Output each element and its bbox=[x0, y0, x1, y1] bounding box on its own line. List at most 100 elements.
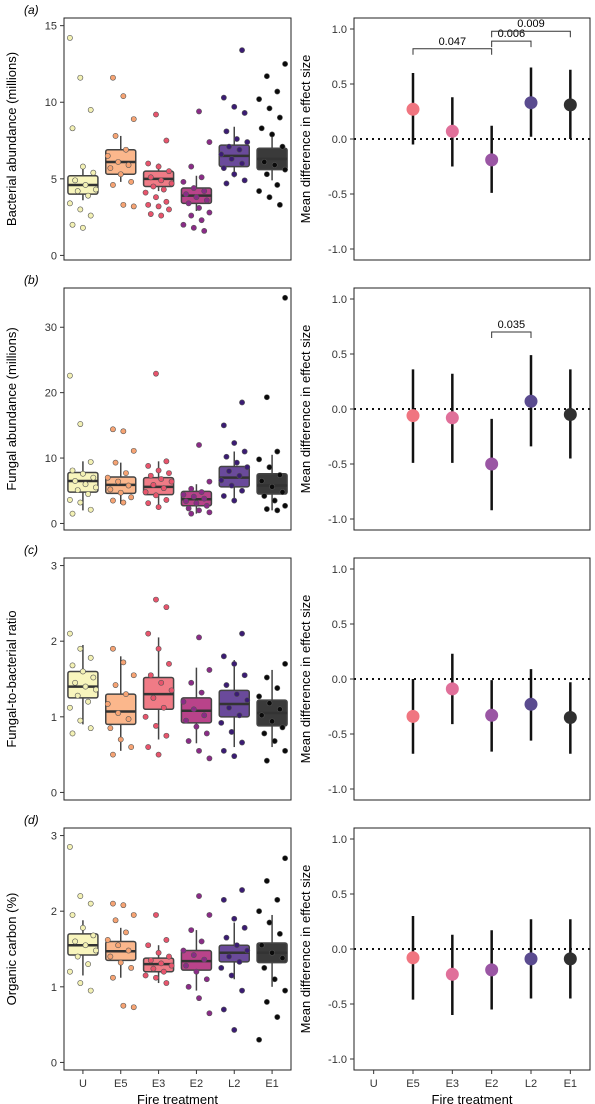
data-point-l2 bbox=[241, 177, 248, 184]
data-point-e2 bbox=[185, 983, 192, 990]
data-point-e2 bbox=[206, 478, 213, 485]
data-point-e3 bbox=[155, 203, 162, 210]
data-point-l2 bbox=[239, 987, 245, 994]
mean-point bbox=[524, 952, 538, 966]
data-point-e3 bbox=[160, 485, 167, 492]
data-point-u bbox=[72, 679, 79, 686]
y-tick-label: 0 bbox=[51, 787, 57, 799]
y-tick-label: -0.5 bbox=[328, 729, 347, 741]
y-tick-label: -1.0 bbox=[328, 1054, 347, 1066]
data-point-e3 bbox=[163, 458, 170, 465]
data-point-e3 bbox=[153, 974, 159, 981]
data-point-l2 bbox=[223, 180, 230, 187]
data-point-u bbox=[85, 192, 92, 199]
data-point-e1 bbox=[261, 159, 268, 165]
data-point-l2 bbox=[223, 453, 230, 460]
estimate-e3 bbox=[445, 653, 459, 725]
data-point-u bbox=[90, 932, 97, 939]
box-panel-2: (b) 0 10 20 30 Fungal abundance (millions) bbox=[4, 273, 292, 531]
data-point-e5 bbox=[107, 953, 114, 960]
data-point-u bbox=[87, 459, 94, 465]
data-point-e3 bbox=[158, 960, 165, 967]
data-point-u bbox=[72, 938, 79, 945]
plot-frame bbox=[63, 287, 292, 531]
data-point-e3 bbox=[166, 206, 172, 213]
estimate-e3 bbox=[445, 97, 459, 167]
data-point-e3 bbox=[147, 472, 154, 479]
data-point-e1 bbox=[276, 472, 283, 478]
data-point-u bbox=[82, 481, 89, 488]
data-point-e1 bbox=[271, 738, 278, 744]
data-point-l2 bbox=[220, 653, 227, 660]
data-point-e5 bbox=[117, 736, 124, 743]
data-point-e3 bbox=[145, 942, 152, 949]
data-point-l2 bbox=[218, 965, 225, 971]
data-point-u bbox=[69, 467, 76, 474]
data-point-e3 bbox=[163, 732, 170, 739]
data-point-l2 bbox=[228, 729, 235, 735]
data-point-e5 bbox=[130, 912, 137, 918]
data-point-e1 bbox=[276, 930, 283, 937]
data-point-e2 bbox=[188, 679, 195, 686]
data-point-e1 bbox=[258, 125, 265, 132]
data-point-e5 bbox=[128, 744, 135, 750]
data-point-u bbox=[87, 654, 94, 661]
data-point-e2 bbox=[203, 502, 210, 509]
data-point-u bbox=[72, 177, 79, 184]
data-point-l2 bbox=[231, 753, 238, 760]
y-axis-title: Organic carbon (%) bbox=[4, 893, 19, 1006]
y-axis-title: Mean difference in effect size bbox=[298, 865, 313, 1034]
data-point-u bbox=[74, 692, 81, 699]
estimate-e2 bbox=[485, 680, 499, 752]
data-point-e1 bbox=[274, 896, 281, 903]
data-point-l2 bbox=[226, 953, 232, 960]
data-point-e5 bbox=[123, 929, 129, 936]
data-point-e1 bbox=[274, 182, 281, 188]
data-point-e5 bbox=[110, 497, 116, 504]
mean-point bbox=[524, 697, 538, 711]
data-point-u bbox=[77, 980, 84, 986]
data-point-l2 bbox=[239, 47, 245, 54]
data-point-l2 bbox=[241, 448, 248, 455]
data-point-u bbox=[87, 725, 94, 732]
data-point-e2 bbox=[188, 163, 195, 170]
data-point-e1 bbox=[256, 188, 262, 194]
x-tick-label: E3 bbox=[152, 1078, 165, 1090]
y-tick-label: 0.0 bbox=[332, 944, 347, 956]
mean-point bbox=[485, 153, 499, 167]
estimate-l2 bbox=[524, 67, 538, 137]
data-point-e5 bbox=[130, 1004, 137, 1011]
data-point-u bbox=[85, 961, 92, 968]
data-point-e5 bbox=[110, 74, 116, 81]
data-point-l2 bbox=[241, 924, 248, 931]
estimate-l2 bbox=[524, 669, 538, 741]
data-point-e1 bbox=[279, 489, 286, 495]
box-body bbox=[256, 473, 288, 495]
data-point-u bbox=[90, 169, 97, 176]
data-point-e1 bbox=[282, 855, 288, 862]
data-point-e3 bbox=[153, 596, 159, 603]
data-point-e2 bbox=[196, 747, 202, 754]
data-point-e3 bbox=[160, 186, 167, 193]
data-point-e3 bbox=[147, 174, 154, 181]
data-point-e1 bbox=[261, 965, 268, 971]
y-tick-label: -0.5 bbox=[328, 459, 347, 471]
data-point-e5 bbox=[110, 182, 116, 188]
y-axis-title: Fungal abundance (millions) bbox=[4, 327, 19, 490]
data-point-e2 bbox=[201, 956, 208, 963]
x-tick-label: U bbox=[79, 1078, 87, 1090]
data-point-e2 bbox=[183, 717, 189, 724]
panel-label: (c) bbox=[24, 543, 38, 557]
data-point-e1 bbox=[279, 724, 286, 731]
data-point-e1 bbox=[282, 747, 288, 754]
data-point-e2 bbox=[193, 723, 200, 730]
data-point-e5 bbox=[115, 710, 122, 716]
data-point-e3 bbox=[150, 481, 157, 488]
y-tick-label: 1.0 bbox=[332, 564, 347, 576]
data-point-l2 bbox=[220, 1006, 227, 1013]
data-point-u bbox=[69, 221, 76, 228]
data-point-l2 bbox=[223, 682, 230, 688]
y-tick-label: 1.0 bbox=[332, 834, 347, 846]
effect-panel-1: -1.0 -0.5 0.0 0.5 1.0 Mean difference in effe… bbox=[298, 17, 591, 261]
